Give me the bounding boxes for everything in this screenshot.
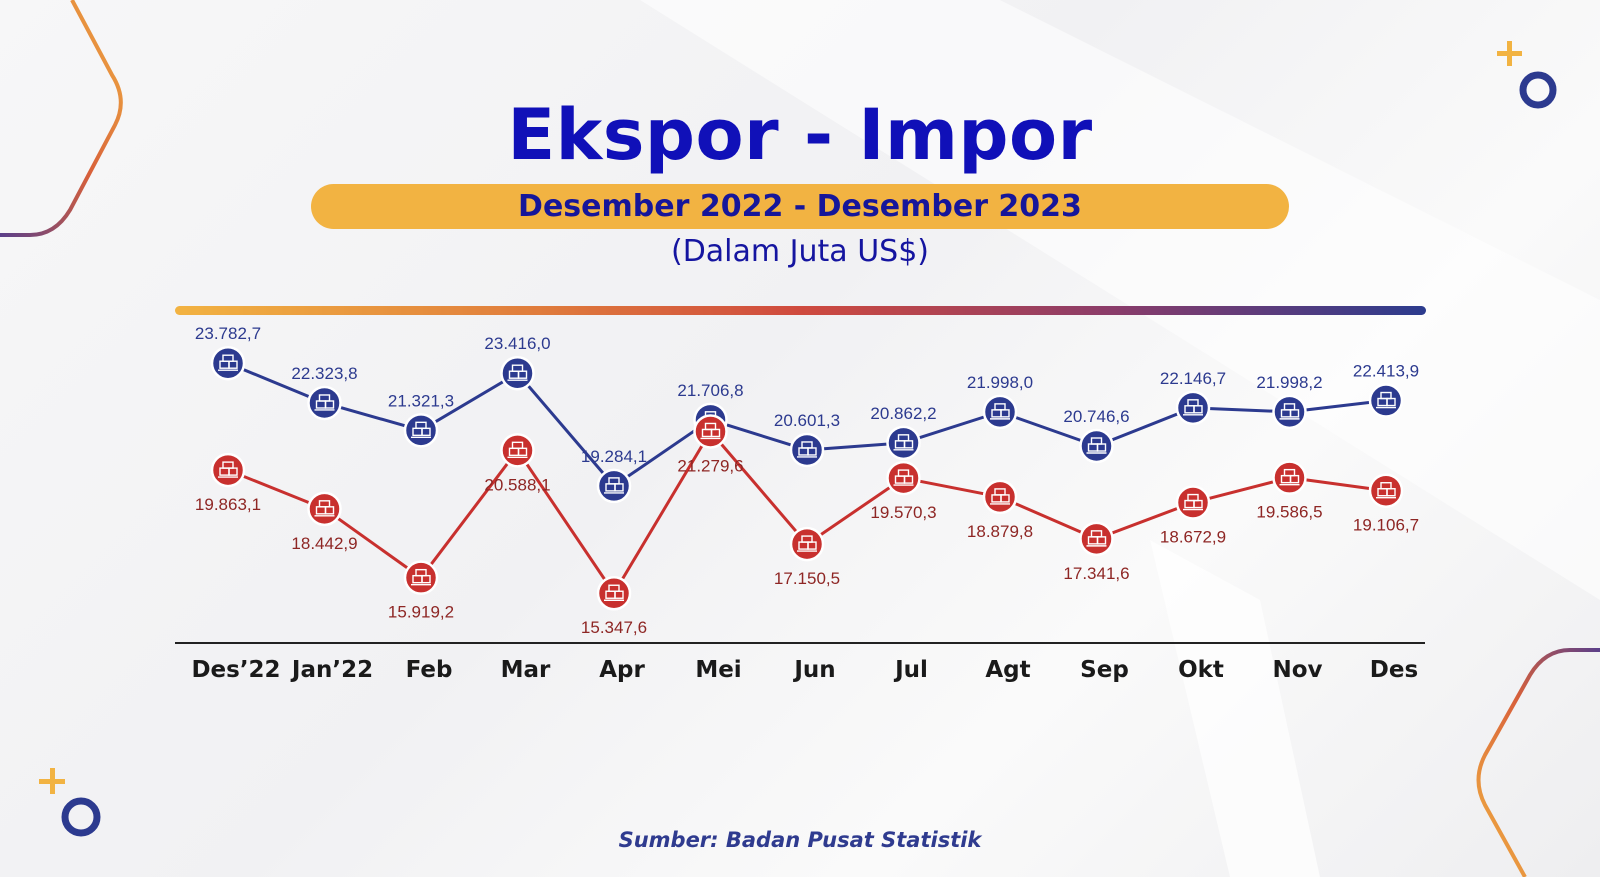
period-banner: Desember 2022 - Desember 2023: [311, 184, 1289, 229]
x-tick-label: Mar: [501, 657, 551, 683]
import-data-label: 20.588,1: [484, 475, 550, 494]
export-data-label: 20.601,3: [774, 411, 840, 430]
corner-arc-top-left: [0, 0, 123, 237]
x-tick-label: Jul: [893, 657, 928, 683]
ring-icon: [61, 797, 101, 837]
export-point-marker: [886, 425, 921, 461]
import-data-label: 21.279,6: [677, 456, 743, 475]
import-point-marker: [307, 491, 342, 527]
export-data-label: 21.321,3: [388, 391, 454, 410]
import-data-label: 17.150,5: [774, 569, 840, 588]
import-data-label: 15.919,2: [388, 603, 454, 622]
export-point-marker: [500, 355, 535, 391]
import-data-label: 18.672,9: [1160, 528, 1226, 547]
export-data-label: 21.998,0: [967, 373, 1033, 392]
page-title: Ekspor - Impor: [507, 94, 1093, 176]
source-note: Sumber: Badan Pusat Statistik: [618, 828, 982, 852]
unit-label: (Dalam Juta US$): [670, 234, 929, 269]
x-tick-label: Mei: [695, 657, 741, 683]
import-point-marker: [210, 452, 246, 488]
import-data-label: 18.879,8: [967, 522, 1033, 541]
export-data-label: 23.416,0: [484, 334, 550, 353]
x-tick-label: Jan’22: [290, 657, 373, 683]
import-point-marker: [403, 560, 439, 595]
export-data-label: 23.782,7: [195, 324, 261, 343]
import-data-label: 17.341,6: [1063, 564, 1129, 583]
x-tick-label: Feb: [406, 657, 453, 683]
export-data-label: 20.862,2: [870, 404, 936, 423]
import-data-label: 19.863,1: [195, 495, 261, 514]
export-point-marker: [1079, 428, 1114, 464]
period-label: Desember 2022 - Desember 2023: [518, 189, 1082, 224]
export-point-marker: [982, 394, 1018, 430]
import-point-marker: [886, 460, 921, 496]
x-tick-label: Apr: [599, 657, 645, 683]
export-data-label: 22.323,8: [291, 364, 357, 383]
export-point-marker: [1368, 383, 1404, 418]
export-point-marker: [1272, 394, 1307, 430]
x-tick-label: Agt: [985, 657, 1030, 683]
plus-icon: [39, 768, 65, 794]
import-point-marker: [789, 526, 825, 562]
import-point-marker: [1272, 460, 1307, 495]
plus-icon: [1497, 41, 1522, 66]
import-point-marker: [1175, 485, 1211, 520]
export-point-marker: [596, 468, 632, 504]
export-point-marker: [1175, 390, 1211, 426]
x-tick-label: Des: [1370, 657, 1418, 683]
import-data-label: 19.106,7: [1353, 516, 1419, 535]
corner-arc-bottom-right: [1476, 648, 1600, 877]
export-point-marker: [403, 413, 439, 448]
import-data-label: 19.586,5: [1256, 503, 1322, 522]
import-point-marker: [693, 414, 728, 449]
export-data-label: 19.284,1: [581, 447, 647, 466]
x-tick-label: Okt: [1178, 657, 1224, 683]
import-data-label: 15.347,6: [581, 618, 647, 637]
import-point-marker: [500, 433, 535, 468]
import-data-label: 19.570,3: [870, 503, 936, 522]
export-data-label: 22.413,9: [1353, 362, 1419, 381]
import-point-marker: [1368, 473, 1404, 508]
x-tick-label: Nov: [1272, 657, 1322, 683]
export-point-marker: [307, 385, 342, 421]
export-data-label: 21.706,8: [677, 381, 743, 400]
export-point-marker: [789, 432, 825, 468]
x-tick-label: Des’22: [191, 657, 280, 683]
ring-icon: [1519, 71, 1557, 109]
x-tick-label: Jun: [792, 657, 835, 683]
export-point-marker: [210, 345, 246, 381]
gradient-divider: [175, 306, 1426, 315]
x-tick-label: Sep: [1080, 657, 1129, 683]
import-point-marker: [982, 479, 1018, 515]
import-point-marker: [596, 575, 632, 611]
import-data-label: 18.442,9: [291, 534, 357, 553]
export-data-label: 20.746,6: [1063, 407, 1129, 426]
export-data-label: 22.146,7: [1160, 369, 1226, 388]
import-point-marker: [1079, 521, 1114, 557]
export-data-label: 21.998,2: [1256, 373, 1322, 392]
